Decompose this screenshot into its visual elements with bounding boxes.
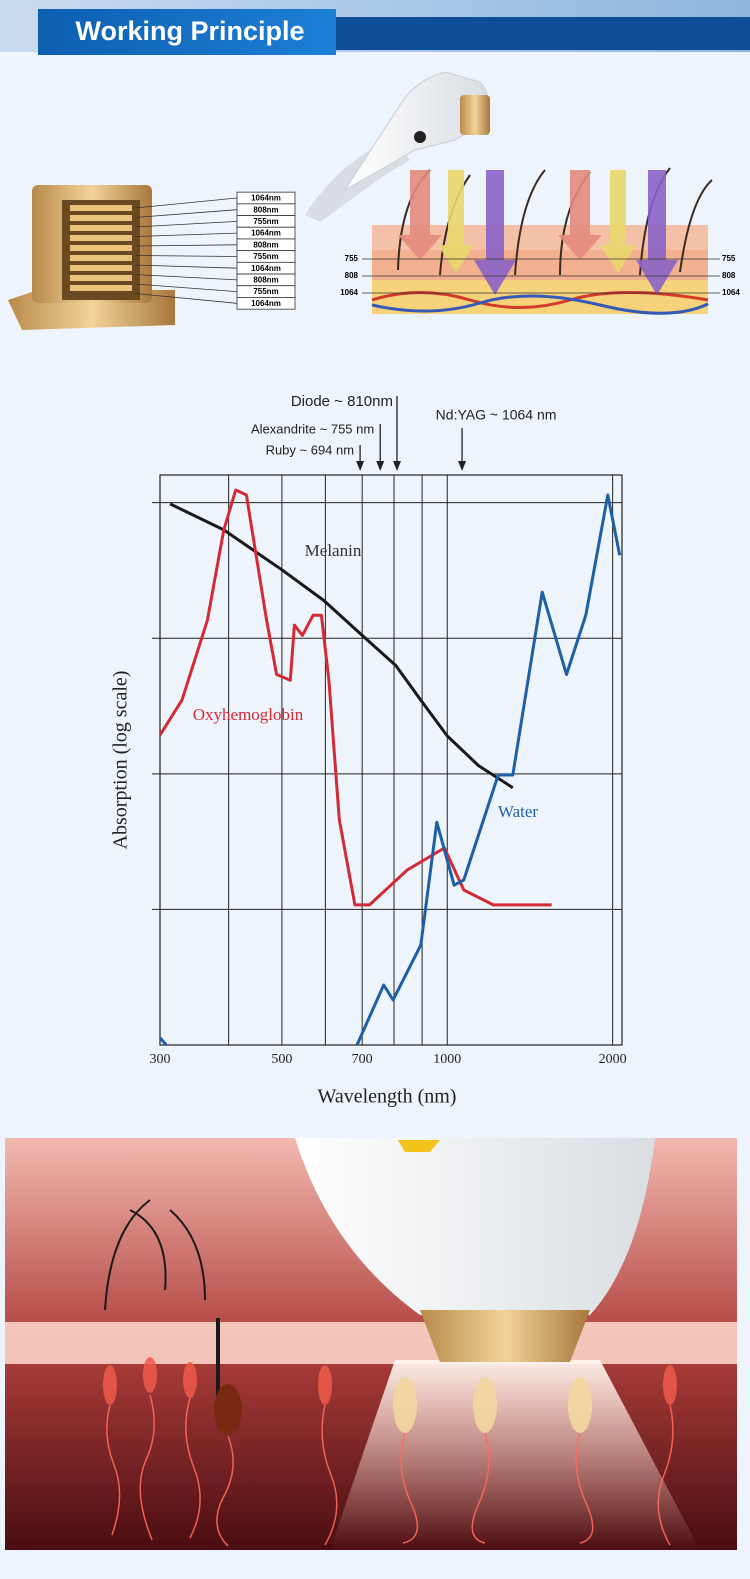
annotation-label: Ruby ~ 694 nm (266, 442, 355, 457)
leader-line (134, 197, 238, 209)
annotation-label: Nd:YAG ~ 1064 nm (436, 407, 557, 423)
x-tick-label: 500 (271, 1052, 292, 1067)
skin-label: 1064 (722, 288, 740, 297)
skin-label: 808 (722, 271, 736, 280)
annotation-arrowhead (376, 461, 385, 471)
series-label: Oxyhemoglobin (193, 705, 304, 724)
skin-label: 1064 (340, 288, 358, 297)
skin-label: 808 (345, 271, 359, 280)
series-label: Water (498, 802, 538, 821)
skin-diagram (371, 167, 713, 315)
stack-label: 1064nm (251, 229, 281, 238)
stack-label: 1064nm (251, 299, 281, 308)
x-tick-label: 300 (150, 1052, 171, 1067)
leader-line (134, 274, 238, 281)
chart: Wavelength (nm) Absorption (log scale) 3… (110, 393, 627, 1108)
skin-label: 755 (345, 254, 359, 263)
leader-line (134, 232, 238, 237)
stack-label: 808nm (253, 240, 278, 249)
annotation-label: Diode ~ 810nm (291, 393, 393, 410)
stack-label: 808nm (253, 205, 278, 214)
stack-label: 808nm (253, 276, 278, 285)
x-tick-label: 700 (352, 1052, 373, 1067)
leader-line (134, 283, 238, 292)
handpiece (305, 71, 490, 222)
skin-labels: 755 808 1064 755 808 1064 (340, 254, 740, 297)
header-box (38, 9, 336, 55)
x-tick-label: 1000 (433, 1052, 461, 1067)
series-line (158, 488, 552, 907)
annotation-arrowhead (458, 461, 467, 471)
stack-labels: 1064nm 808nm 755nm 1064nm 808nm 755nm 1064nm 80… (134, 191, 296, 310)
stack-label: 1064nm (251, 194, 281, 203)
series-label: Melanin (305, 541, 362, 560)
y-axis-title: Absorption (log scale) (110, 671, 132, 850)
header-title: Working Principle (75, 16, 304, 46)
label-box (236, 297, 296, 310)
annotation-label: Alexandrite ~ 755 nm (251, 421, 374, 436)
leader-line (134, 293, 238, 304)
stack-label: 1064nm (251, 264, 281, 273)
treatment-illustration (5, 1138, 737, 1550)
leader-line (134, 244, 238, 247)
x-tick-label: 2000 (599, 1052, 627, 1067)
series-line (158, 493, 622, 1046)
leader-line (134, 264, 238, 269)
x-axis-title: Wavelength (nm) (318, 1086, 457, 1108)
skin-label: 755 (722, 254, 736, 263)
annotation-arrowhead (356, 461, 365, 471)
diode-stack (8, 185, 175, 330)
stack-label: 755nm (253, 287, 278, 296)
stack-label: 755nm (253, 217, 278, 226)
stack-label: 755nm (253, 252, 278, 261)
leader-line (134, 255, 238, 257)
series-line (169, 502, 514, 789)
header-bar (335, 17, 750, 50)
annotation-arrowhead (392, 461, 401, 471)
plot-frame (159, 474, 623, 1046)
leader-line (134, 209, 238, 218)
leader-line (134, 221, 238, 228)
